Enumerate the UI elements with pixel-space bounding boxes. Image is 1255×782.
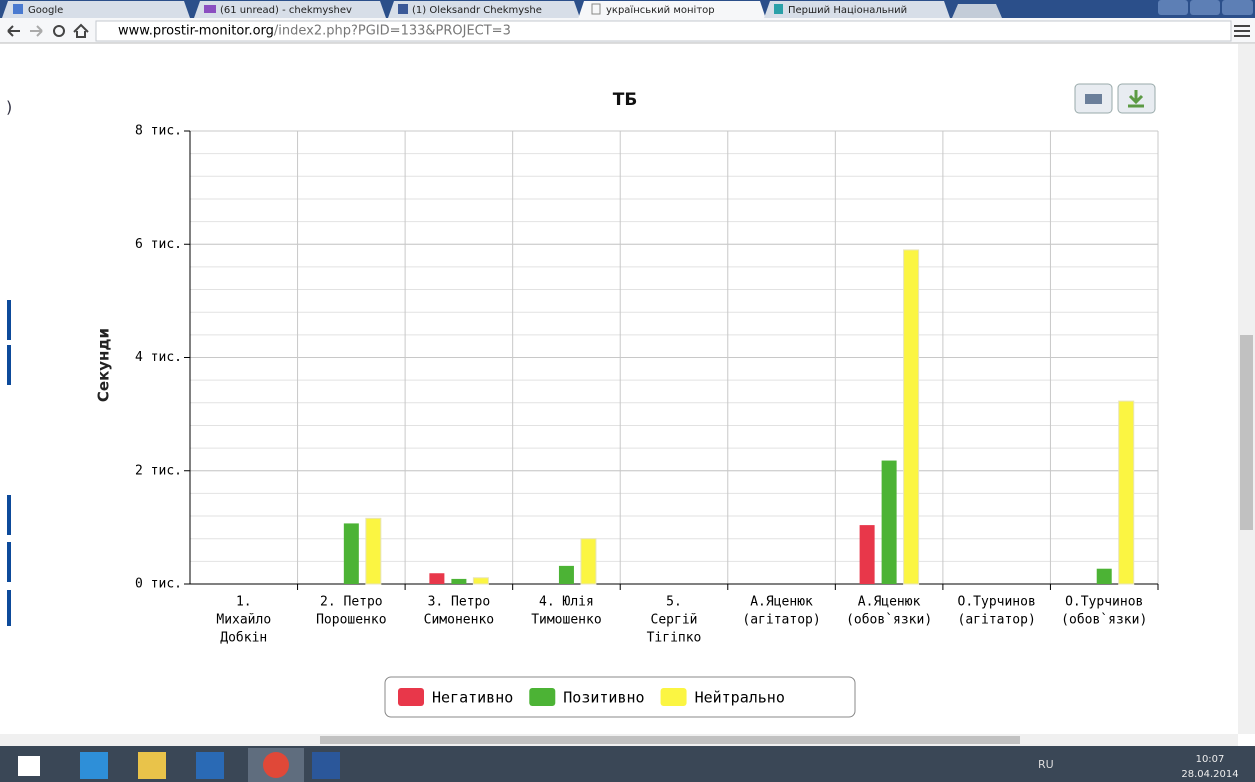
back-button[interactable]: [7, 25, 20, 37]
x-tick-label: (обов`язки): [846, 613, 932, 628]
clock-time: 10:07: [1196, 754, 1225, 765]
bar: [859, 525, 875, 584]
h-scroll-thumb[interactable]: [320, 736, 1020, 744]
x-tick-label: (агітатор): [742, 613, 820, 628]
bar: [472, 577, 489, 585]
ie-icon[interactable]: [80, 752, 108, 779]
x-tick-label: Симоненко: [424, 613, 494, 628]
bar: [1096, 568, 1112, 584]
menu-button[interactable]: [1234, 25, 1250, 37]
print-icon: [1085, 94, 1102, 104]
legend-swatch: [529, 688, 556, 706]
x-tick-label: 5.: [666, 595, 682, 610]
x-tick-label: 1.: [236, 595, 252, 610]
favicon: [398, 4, 408, 14]
legend-swatch: [398, 688, 424, 706]
language: RU: [1038, 758, 1054, 771]
y-tick-label: 0 тис.: [135, 577, 182, 592]
start-button[interactable]: [18, 756, 40, 776]
minimize[interactable]: [1158, 0, 1188, 15]
legend: Негативно Позитивно Нейтрально: [384, 676, 856, 718]
x-tick-label: О.Турчинов: [958, 595, 1036, 610]
legend-label: Позитивно: [563, 689, 644, 707]
x-tick-label: Сергій: [651, 613, 698, 628]
side-strip: [7, 495, 11, 535]
side-strip: [7, 590, 11, 626]
forward-button[interactable]: [30, 25, 43, 37]
word-icon[interactable]: [312, 752, 340, 779]
legend-box: [384, 676, 856, 718]
taskbar: [0, 746, 1255, 782]
explorer-icon[interactable]: [138, 752, 166, 779]
y-axis-label: Секунди: [95, 328, 113, 402]
x-tick-label: Порошенко: [316, 613, 386, 628]
url-path: /index2.php?PGID=133&PROJECT=3: [274, 24, 511, 39]
bar: [429, 573, 445, 584]
x-tick-label: Добкін: [220, 631, 267, 646]
bar: [558, 565, 574, 584]
address-bar[interactable]: [95, 20, 1232, 42]
bar: [451, 578, 467, 584]
x-tick-label: О.Турчинов: [1065, 595, 1143, 610]
legend-label: Негативно: [432, 689, 513, 707]
x-tick-label: (обов`язки): [1061, 613, 1147, 628]
download-icon: [1128, 90, 1144, 108]
chart-title: ТБ: [613, 90, 638, 110]
x-tick-label: 3. Петро: [428, 595, 491, 610]
v-scroll-thumb[interactable]: [1240, 335, 1253, 530]
favicon: [591, 3, 601, 15]
bar: [580, 538, 597, 585]
x-tick-label: Тігіпко: [647, 631, 702, 646]
tab[interactable]: [2, 1, 190, 18]
y-tick-label: 8 тис.: [135, 124, 182, 139]
side-strip: [7, 542, 11, 582]
side-strip: [7, 300, 11, 340]
plot: 0 тис. 2 тис. 4 тис. 6 тис. 8 тис. 1. Михайло Д…: [135, 124, 1159, 646]
tab-title: Google: [28, 5, 63, 16]
legend-swatch: [660, 688, 687, 706]
x-tick-label: 4. Юлія: [539, 595, 594, 610]
x-tick-label: Тимошенко: [531, 613, 601, 628]
x-tick-label: 2. Петро: [320, 595, 383, 610]
home-button[interactable]: [73, 23, 89, 38]
chrome-icon: [263, 752, 289, 778]
y-tick-label: 6 тис.: [135, 237, 182, 252]
new-tab[interactable]: [952, 4, 1002, 18]
favicon: [204, 5, 216, 13]
media-icon[interactable]: [196, 752, 224, 779]
bar: [343, 523, 359, 584]
reload-button[interactable]: [53, 25, 65, 37]
favicon: [774, 4, 783, 14]
favicon: [13, 4, 23, 14]
x-tick-label: Михайло: [216, 613, 271, 628]
bar: [903, 249, 920, 585]
x-tick-label: А.Яценюк: [858, 595, 921, 610]
side-strip: [7, 345, 11, 385]
tab[interactable]: [194, 1, 386, 18]
y-tick-label: 4 тис.: [135, 350, 182, 365]
clock-date: 28.04.2014: [1181, 769, 1238, 780]
bar: [1118, 400, 1135, 585]
x-tick-label: (агітатор): [958, 613, 1036, 628]
y-tick-label: 2 тис.: [135, 463, 182, 478]
tab-title: (61 unread) - chekmyshev: [220, 5, 352, 16]
tab-title: український монітор: [606, 4, 715, 16]
tab[interactable]: [388, 1, 580, 18]
tab-title: Перший Національний: [788, 4, 907, 16]
tab-title: (1) Oleksandr Chekmyshe: [412, 5, 542, 16]
bar: [365, 517, 382, 585]
page-fragment: ): [6, 98, 12, 117]
close[interactable]: [1222, 0, 1253, 15]
x-tick-label: А.Яценюк: [750, 595, 813, 610]
bar: [881, 460, 897, 584]
tab[interactable]: [764, 1, 950, 18]
url-host: www.prostir-monitor.org: [118, 24, 274, 39]
maximize[interactable]: [1190, 0, 1220, 15]
tab-active[interactable]: [578, 1, 766, 19]
legend-label: Нейтрально: [695, 689, 785, 707]
